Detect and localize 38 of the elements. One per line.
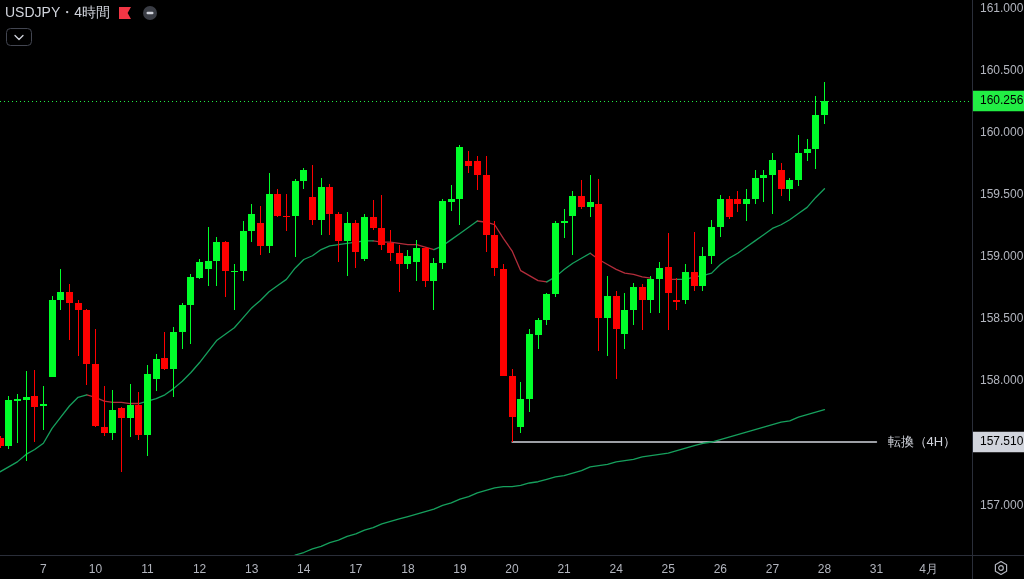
candlestick: [283, 194, 290, 231]
y-tick-label: 161.000: [980, 1, 1024, 15]
x-tick-label: 25: [661, 561, 676, 576]
y-tick-label: 160.256: [980, 93, 1024, 108]
x-tick-label: 27: [765, 561, 780, 576]
x-tick-label: 19: [453, 561, 467, 576]
candlestick: [23, 371, 30, 461]
x-tick-label: 20: [505, 561, 520, 576]
y-tick-label: 160.500: [980, 63, 1024, 78]
x-tick-label: 12: [192, 561, 207, 576]
y-tick-label: 159.000: [980, 249, 1024, 264]
candlestick: [760, 170, 767, 202]
y-tick-label: 160.000: [980, 125, 1024, 140]
candlestick: [673, 278, 680, 310]
x-tick-label: 18: [401, 561, 415, 576]
x-tick-label: 13: [245, 561, 259, 576]
x-tick-label: 10: [88, 561, 103, 576]
x-tick-label: 21: [557, 561, 572, 576]
candlestick: [561, 209, 568, 238]
x-tick-label: 11: [141, 561, 155, 576]
chart-title: USDJPY・4時間: [5, 4, 111, 22]
x-tick-label: 31: [869, 561, 884, 576]
x-tick-label: 4月: [919, 561, 938, 576]
x-tick-label: 24: [609, 561, 624, 576]
legend-label: 転換（4H）: [887, 433, 957, 449]
candlestick: [14, 394, 21, 443]
y-tick-label: 157.000: [980, 497, 1024, 512]
y-tick-label: 159.500: [980, 187, 1024, 202]
y-tick-label: 158.500: [980, 311, 1024, 326]
y-tick-label: 158.000: [980, 373, 1024, 388]
candlestick: [40, 386, 47, 430]
x-tick-label: 17: [349, 561, 363, 576]
x-tick-label: 26: [713, 561, 728, 576]
x-tick-label: 14: [297, 561, 311, 576]
candlestick: [231, 264, 238, 310]
y-tick-label: 157.510: [980, 434, 1024, 449]
x-tick-label: 28: [817, 561, 832, 576]
x-tick-label: 7: [40, 561, 48, 576]
